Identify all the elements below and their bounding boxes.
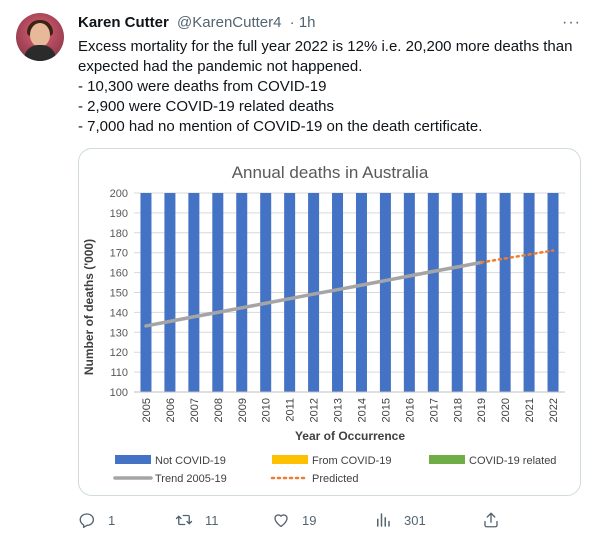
chart-predicted-line [479,249,555,264]
chart-x-tick-label: 2009 [237,398,249,422]
chart-bar [499,193,511,392]
author-handle[interactable]: @KarenCutter4 [177,14,282,31]
chart-x-tick-label: 2006 [165,398,177,422]
tweet-text-line: Excess mortality for the full year 2022 … [78,38,573,55]
chart-x-tick-label: 2012 [309,398,321,422]
tweet-text-line: - 10,300 were deaths from COVID-19 [78,78,327,95]
chart-y-tick-label: 200 [110,188,128,200]
chart-x-tick-label: 2010 [261,398,273,422]
share-icon [484,512,498,528]
chart-y-tick-label: 180 [110,228,128,240]
chart-y-tick-label: 100 [110,387,128,399]
chart-x-tick-label: 2007 [189,398,201,422]
chart-y-tick-label: 150 [110,288,128,300]
chart-bar [188,193,200,392]
like-count: 19 [302,512,317,528]
chart-bar [475,193,487,392]
chart-bar [332,193,344,392]
chart-bar [260,193,272,392]
chart-legend-label: Not COVID-19 [155,455,226,467]
tweet-text: Excess mortality for the full year 2022 … [78,37,583,137]
share-button[interactable] [482,508,500,532]
tweet-header: Karen Cutter @KarenCutter4 · 1h [78,14,316,32]
chart-y-tick-label: 120 [110,347,128,359]
chart-bar [379,193,391,392]
chart-x-tick-label: 2011 [285,398,297,422]
chart-bar [236,193,248,392]
chart-bar [164,193,176,392]
chart-svg: 100 110 120 130 140 150 160 170 180 190 200 2005 200… [82,163,565,485]
chart-x-tick-label: 2016 [404,398,416,422]
chart-x-tick-label: 2014 [356,398,368,422]
chart-legend-swatch [429,455,465,464]
tweet-actions: 1 11 19 301 [78,508,583,532]
chart-bar [547,193,559,392]
chart-x-axis-label: Year of Occurrence [295,429,405,443]
chart-y-axis-label: Number of deaths ('000) [82,239,96,375]
chart-legend-label: Predicted [312,473,358,485]
chart-x-tick-label: 2018 [452,398,464,422]
chart-y-tick-label: 190 [110,208,128,220]
chart-bar [212,193,224,392]
chart-x-tick-label: 2015 [380,398,392,422]
chart-legend-swatch [272,455,308,464]
retweet-button[interactable]: 11 [175,508,219,532]
chart-x-tick-label: 2008 [213,398,225,422]
tweet-text-line: - 2,900 were COVID-19 related deaths [78,98,334,115]
chart-x-tick-label: 2022 [548,398,560,422]
chart-bar [523,193,535,392]
like-button[interactable]: 19 [272,508,316,532]
chart-bar [403,193,415,392]
chart-bar [140,193,152,392]
chart-legend: Not COVID-19 From COVID-19 COVID-19 relate… [113,455,556,485]
avatar-face [30,23,50,47]
chart-x-tick-label: 2017 [428,398,440,422]
reply-button[interactable]: 1 [78,508,115,532]
chart-bar [284,193,296,392]
chart-x-tick-label: 2013 [333,398,345,422]
retweet-icon [175,514,193,526]
chart-y-tick-label: 170 [110,248,128,260]
more-options-icon[interactable]: ··· [562,14,581,31]
chart-x-tick-label: 2019 [476,398,488,422]
chart-legend-label: From COVID-19 [312,455,391,467]
tweet-text-line: - 7,000 had no mention of COVID-19 on th… [78,118,483,135]
avatar-body [24,45,56,61]
chart-y-tick-label: 130 [110,327,128,339]
views-count: 301 [404,512,426,528]
chart-title: Annual deaths in Australia [232,163,429,182]
chart-bar [427,193,439,392]
tweet-time[interactable]: · 1h [289,14,316,31]
chart-x-tick-label: 2021 [524,398,536,422]
reply-count: 1 [108,512,116,528]
chart-y-tick-label: 110 [110,367,128,379]
chart-bar [355,193,367,392]
author-name[interactable]: Karen Cutter [78,14,169,31]
chart-trend-line [144,260,483,328]
reply-icon [79,513,95,529]
chart-x-tick-label: 2005 [141,398,153,422]
chart-bar [451,193,463,392]
chart-legend-label: COVID-19 related [469,455,556,467]
chart-legend-swatch [115,455,151,464]
chart-y-tick-label: 160 [110,268,128,280]
chart-legend-label: Trend 2005-19 [155,473,227,485]
tweet-media-chart[interactable]: 100 110 120 130 140 150 160 170 180 190 200 2005 200… [78,148,581,496]
chart-x-tick-label: 2020 [500,398,512,422]
heart-icon [274,514,288,528]
views-icon [377,513,390,527]
retweet-count: 11 [205,512,219,528]
views-button[interactable]: 301 [374,508,426,532]
tweet-text-line: expected had the pandemic not happened. [78,58,363,75]
chart-y-tick-label: 140 [110,307,128,319]
author-avatar[interactable] [16,13,64,61]
